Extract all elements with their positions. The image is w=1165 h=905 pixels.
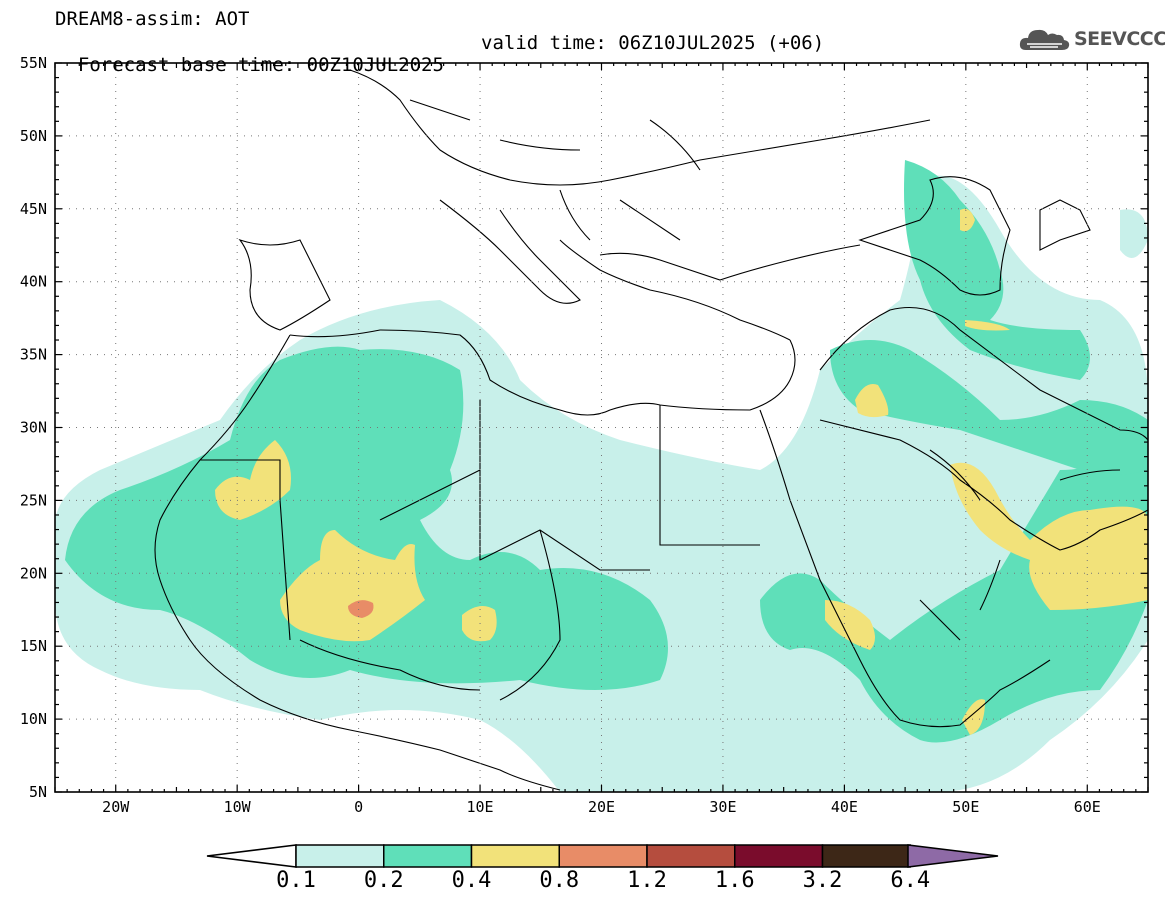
seevccc-logo: SEEVCCC <box>1018 24 1165 54</box>
lat-label: 15N <box>20 637 47 655</box>
colorbar-level-label: 0.8 <box>539 868 580 893</box>
colorbar-box <box>295 844 385 868</box>
logo-text: SEEVCCC <box>1074 28 1165 50</box>
colorbar-boxes <box>295 844 911 868</box>
lon-label: 20E <box>588 798 615 816</box>
forecast-times: Forecast base time: 00Z10JUL2025 valid t… <box>55 32 824 98</box>
colorbar-level-label: 0.1 <box>276 868 316 893</box>
lat-label: 10N <box>20 710 47 728</box>
colorbar-level-label: 0.4 <box>451 868 492 893</box>
lat-label: 45N <box>20 200 47 218</box>
lon-label: 20W <box>102 798 130 816</box>
lat-label: 35N <box>20 346 47 364</box>
colorbar-box <box>821 844 911 868</box>
lat-label: 30N <box>20 419 47 437</box>
lon-label: 10W <box>224 798 252 816</box>
valid-time: valid time: 06Z10JUL2025 (+06) <box>481 32 825 54</box>
colorbar-box <box>470 844 560 868</box>
lat-label: 40N <box>20 273 47 291</box>
lat-label: 5N <box>29 783 47 801</box>
lat-label: 55N <box>20 54 47 72</box>
map-title: DREAM8-assim: AOT <box>55 8 250 30</box>
colorbar-box <box>558 844 648 868</box>
lon-label: 10E <box>467 798 494 816</box>
lat-label: 25N <box>20 491 47 509</box>
aot-field <box>55 63 1148 792</box>
colorbar-level-label: 1.6 <box>714 868 755 893</box>
aot-level-0.2 <box>65 160 1148 743</box>
colorbar <box>206 844 999 868</box>
lon-label: 30E <box>709 798 736 816</box>
colorbar-level-label: 6.4 <box>890 868 931 893</box>
colorbar-level-label: 3.2 <box>802 868 843 893</box>
colorbar-underflow-arrow <box>206 844 297 868</box>
colorbar-box <box>734 844 824 868</box>
lat-label: 50N <box>20 127 47 145</box>
base-time: Forecast base time: 00Z10JUL2025 <box>77 54 444 76</box>
lon-label: 60E <box>1074 798 1101 816</box>
lon-label: 50E <box>952 798 979 816</box>
lon-label: 40E <box>831 798 858 816</box>
lon-label: 0 <box>354 798 363 816</box>
colorbar-overflow-arrow <box>907 844 999 868</box>
colorbar-level-label: 0.2 <box>363 868 404 893</box>
latitude-labels: 55N 50N 45N 40N 35N 30N 25N 20N 15N 10N 5N <box>20 54 47 801</box>
colorbar-level-label: 1.2 <box>627 868 667 893</box>
aot-level-0.8 <box>348 600 374 618</box>
gridlines <box>55 63 1148 792</box>
cloud-logo-icon <box>1019 29 1070 50</box>
lat-label: 20N <box>20 564 47 582</box>
colorbar-box <box>646 844 736 868</box>
axis-ticks <box>54 62 1149 793</box>
longitude-labels: 20W 10W 0 10E 20E 30E 40E 50E 60E <box>102 798 1101 816</box>
colorbar-box <box>383 844 473 868</box>
